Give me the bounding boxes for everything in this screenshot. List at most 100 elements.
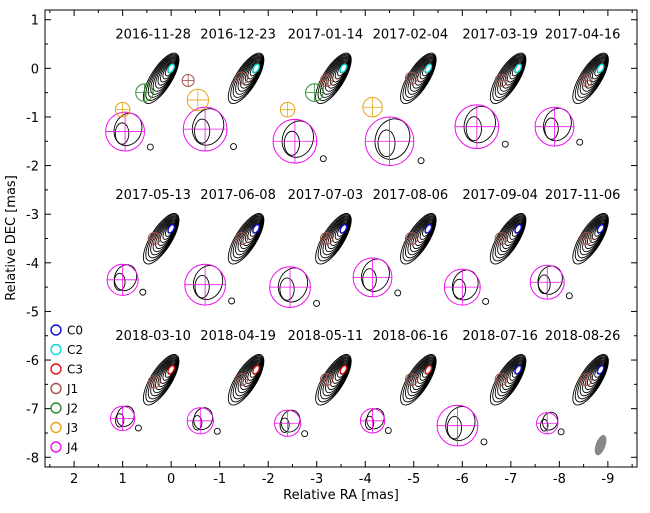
j4-component — [352, 257, 393, 298]
contour-level — [320, 215, 351, 259]
j4-component — [274, 409, 302, 437]
contour-level — [587, 59, 607, 86]
contour-level — [414, 59, 434, 86]
contour-level — [247, 221, 261, 240]
contour-blob — [213, 427, 221, 435]
contour-level — [407, 55, 436, 95]
axis-ticks: 2 1 0 -1 -2 -3 -4 -5 -6 -7 -8 -9 1 0 -1 -2 -3 -4 -5 -6 -7 -8 — [26, 10, 637, 487]
contour-level — [334, 362, 349, 381]
contour-level — [162, 221, 176, 240]
y-tick-label: 0 — [31, 62, 39, 77]
epoch-components — [269, 223, 348, 308]
epoch-components — [536, 364, 605, 435]
legend-label: J3 — [66, 421, 78, 435]
core-component — [424, 223, 433, 234]
epoch-contours — [191, 52, 265, 151]
contour-level — [242, 59, 262, 86]
j1-component — [147, 232, 161, 245]
contour-level — [150, 357, 179, 397]
legend-label: C3 — [67, 363, 83, 377]
contour-level — [591, 61, 606, 80]
contour-j4-inner — [194, 118, 211, 144]
legend-marker — [50, 421, 62, 434]
contour-level — [322, 357, 351, 397]
epoch-label: 2016-11-28 — [115, 27, 191, 42]
contour-level — [412, 218, 435, 250]
contour-level — [232, 54, 264, 98]
epoch-contours — [537, 213, 609, 300]
contour-level — [584, 58, 607, 89]
contour-j4-inner — [283, 130, 300, 156]
contour-level — [317, 53, 352, 101]
epoch-components — [436, 364, 522, 447]
contour-level — [577, 215, 608, 259]
y-tick-label: -5 — [26, 305, 39, 320]
contour-level — [235, 357, 263, 397]
contour-level — [502, 218, 525, 250]
contour-level — [412, 359, 435, 391]
contour-level — [150, 216, 179, 256]
contour-level — [157, 360, 177, 387]
epoch-components — [106, 223, 176, 296]
epoch-label: 2017-08-06 — [373, 188, 449, 203]
epoch-label: 2017-06-08 — [200, 188, 276, 203]
core-component — [252, 223, 260, 234]
epoch-contours — [445, 354, 527, 446]
epoch-contours — [463, 52, 527, 148]
contour-level — [147, 215, 179, 259]
contour-level — [334, 61, 349, 80]
epoch-components — [105, 63, 195, 152]
j1-component — [579, 232, 593, 245]
contour-blob — [394, 289, 402, 297]
contour-level — [497, 216, 526, 256]
epoch-contours — [364, 354, 437, 434]
contour-blob — [134, 424, 142, 432]
contour-j4-inner — [194, 275, 210, 299]
contour-level — [417, 60, 434, 83]
j4-component — [529, 264, 565, 300]
contour-level — [155, 359, 178, 391]
contour-level — [315, 52, 352, 105]
contour-level — [329, 360, 349, 387]
component-j2 — [305, 83, 324, 102]
contour-j4-inner — [113, 272, 126, 291]
contour-j4-inner — [446, 416, 463, 440]
contour-level — [145, 53, 179, 101]
legend-marker — [50, 402, 62, 414]
contour-level — [332, 361, 349, 384]
j4-component — [106, 263, 139, 296]
contour-level — [157, 59, 177, 86]
contour-blob — [313, 299, 320, 307]
contour-level — [587, 360, 607, 387]
contour-level — [324, 56, 350, 92]
contour-level — [419, 362, 434, 381]
contour-level — [405, 215, 436, 259]
contour-j4-inner — [114, 413, 125, 428]
contour-level — [147, 54, 179, 98]
contour-j4-inner — [377, 129, 396, 158]
j4-component — [454, 104, 500, 150]
contour-level — [327, 359, 350, 391]
contour-level — [152, 358, 178, 394]
epoch-components — [110, 364, 176, 432]
contour-level — [329, 219, 349, 246]
core-component — [514, 63, 522, 74]
contour-level — [572, 213, 609, 265]
contour-j4-inner — [362, 268, 377, 291]
contour-level — [235, 55, 263, 95]
j1-component — [494, 232, 508, 245]
x-tick-label: 0 — [167, 472, 175, 487]
contour-level — [591, 221, 606, 240]
contour-level — [499, 56, 525, 92]
core-component — [167, 223, 176, 234]
legend-marker — [50, 441, 62, 453]
contour-level — [227, 354, 265, 406]
contour-level — [142, 52, 180, 105]
j4-component — [186, 407, 214, 435]
contour-level — [162, 61, 176, 80]
contour-level — [572, 52, 609, 105]
j1-component — [404, 71, 418, 85]
contour-level — [589, 60, 606, 83]
j1-component — [404, 372, 418, 386]
contour-blob — [557, 428, 565, 436]
